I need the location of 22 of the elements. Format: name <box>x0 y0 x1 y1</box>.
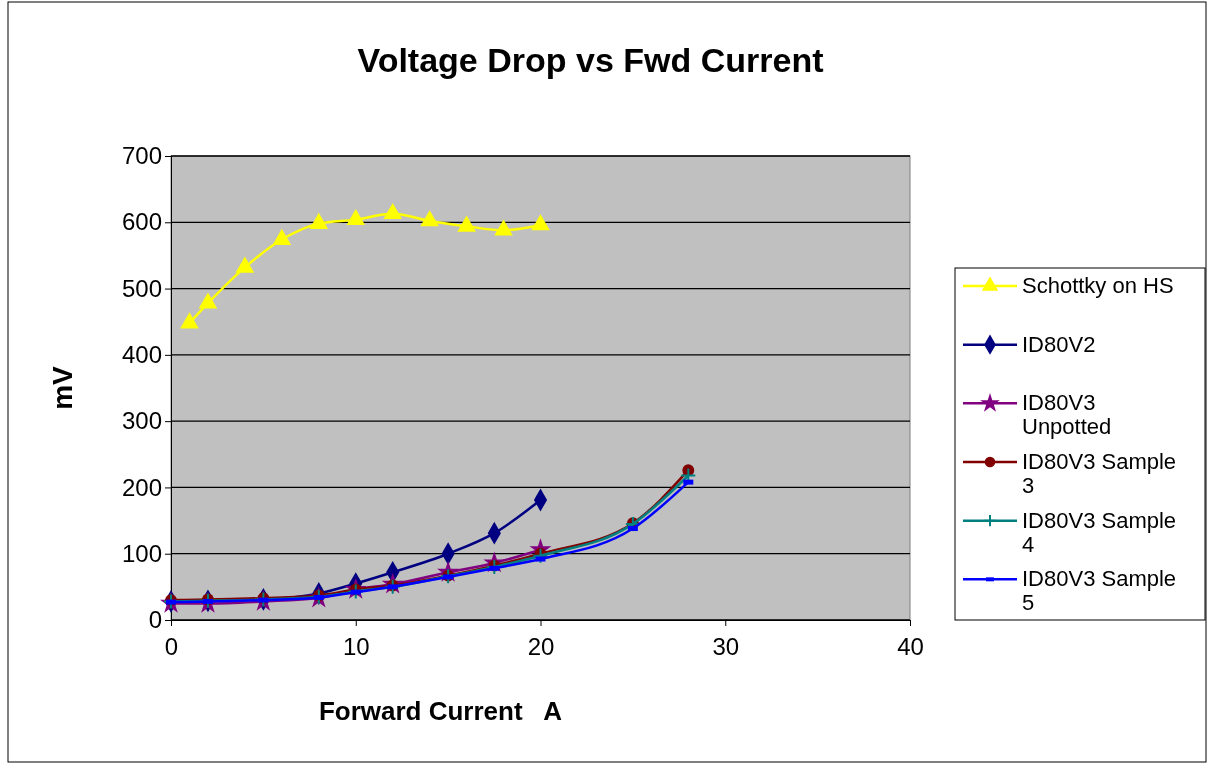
x-tick-label: 40 <box>897 633 924 661</box>
x-axis-title: Forward Current A <box>318 696 563 726</box>
x-tick-label: 20 <box>527 633 555 661</box>
y-tick-label: 0 <box>148 606 162 634</box>
legend-label: ID80V3 Sample 4 <box>1022 507 1177 557</box>
legend-label: ID80V3 Sample 5 <box>1022 566 1177 616</box>
y-tick-label: 500 <box>121 274 162 302</box>
legend-label: ID80V3 Sample 3 <box>1022 449 1177 498</box>
y-axis-title: mV <box>47 365 78 410</box>
y-tick-label: 600 <box>121 208 162 236</box>
legend-label: ID80V2 <box>1022 331 1096 357</box>
x-tick-label: 30 <box>712 633 740 661</box>
x-tick-label: 0 <box>164 633 179 661</box>
y-tick-label: 700 <box>121 142 162 170</box>
y-tick-label: 100 <box>121 539 162 567</box>
x-tick-label: 10 <box>342 633 370 661</box>
legend-label: Schottky on HS <box>1022 273 1174 298</box>
y-tick-label: 300 <box>121 407 162 435</box>
legend-label: ID80V3 Unpotted <box>1022 390 1112 440</box>
y-tick-label: 400 <box>121 341 162 369</box>
chart-title: Voltage Drop vs Fwd Current <box>357 41 824 79</box>
y-tick-label: 200 <box>121 473 162 501</box>
